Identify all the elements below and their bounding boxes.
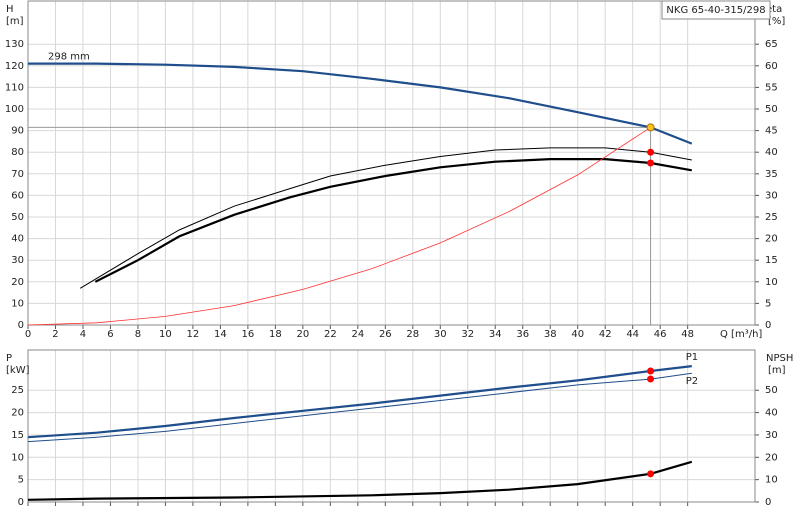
chart-title: NKG 65-40-315/298 [666,5,765,16]
y-tick-label: 20 [11,277,24,288]
x-tick-label: 40 [571,329,584,340]
y2-axis-label: NPSH [766,353,793,364]
y2-tick-label: 0 [765,320,771,331]
y-tick-label: 15 [11,430,24,441]
y2-tick-label: 20 [765,234,778,245]
y-tick-label: 10 [11,452,24,463]
curve [94,158,692,283]
duty-point [647,148,655,156]
y2-tick-label: 10 [765,277,778,288]
y-tick-label: 80 [11,147,24,158]
duty-point [647,367,655,375]
y-tick-label: 30 [11,255,24,266]
curve [27,460,693,501]
y2-tick-label: 30 [765,430,778,441]
y2-tick-label: 45 [765,126,778,137]
y2-axis-unit: [m] [768,365,786,376]
y-axis-unit: [m] [6,16,24,27]
y-tick-label: 120 [5,61,24,72]
y2-tick-label: 65 [765,39,778,50]
y-axis-unit: [kW] [6,365,30,376]
y-axis-label: H [6,4,14,15]
y2-tick-label: 60 [765,61,778,72]
x-tick-label: 16 [242,329,255,340]
y-tick-label: 70 [11,169,24,180]
duty-point [646,123,655,132]
curve [27,365,692,439]
x-axis-label: Q [m³/h] [720,329,762,340]
y2-tick-label: 20 [765,452,778,463]
y-tick-label: 50 [11,212,24,223]
y-tick-label: 20 [11,408,24,419]
duty-point [647,159,655,167]
x-tick-label: 2 [52,329,58,340]
x-tick-label: 38 [544,329,557,340]
curve [27,127,651,326]
x-tick-label: 14 [214,329,227,340]
y-tick-label: 40 [11,234,24,245]
x-tick-label: 22 [324,329,337,340]
y-tick-label: 25 [11,385,24,396]
x-tick-label: 36 [516,329,529,340]
y-tick-label: 110 [5,82,24,93]
y-axis-label: P [6,353,12,364]
y-tick-label: 0 [18,320,24,331]
y2-tick-label: 0 [765,497,771,508]
y2-tick-label: 40 [765,408,778,419]
y2-tick-label: 10 [765,475,778,486]
duty-point [647,470,655,478]
y2-tick-label: 40 [765,147,778,158]
y2-tick-label: 50 [765,104,778,115]
x-tick-label: 44 [626,329,639,340]
x-tick-label: 8 [135,329,141,340]
title-box [661,0,771,20]
y-tick-label: 5 [18,475,24,486]
x-tick-label: 48 [681,329,694,340]
y-tick-label: 100 [5,104,24,115]
duty-point [647,375,655,383]
y-tick-label: 90 [11,126,24,137]
plot-frame [27,0,756,326]
y-tick-label: 60 [11,190,24,201]
y2-axis-unit: [%] [768,16,785,27]
x-tick-label: 42 [599,329,612,340]
plot-frame [27,349,756,503]
curve [79,147,692,289]
x-tick-label: 0 [25,329,31,340]
x-tick-label: 28 [406,329,419,340]
x-tick-label: 30 [434,329,447,340]
y2-tick-label: 5 [765,298,771,309]
x-tick-label: 12 [187,329,200,340]
y-tick-label: 10 [11,298,24,309]
x-tick-label: 32 [461,329,474,340]
x-tick-label: 24 [351,329,364,340]
x-tick-label: 6 [107,329,113,340]
y2-axis-label: eta [766,4,782,15]
y-tick-label: 130 [5,39,24,50]
y2-tick-label: 30 [765,190,778,201]
x-tick-label: 46 [654,329,667,340]
series-label: P1 [686,352,698,363]
x-tick-label: 10 [159,329,172,340]
curve [28,62,693,145]
x-tick-label: 34 [489,329,502,340]
y-tick-label: 0 [18,497,24,508]
y2-tick-label: 15 [765,255,778,266]
y2-tick-label: 55 [765,82,778,93]
curve [27,372,692,443]
y2-tick-label: 25 [765,212,778,223]
series-label: P2 [686,376,698,387]
x-tick-label: 20 [296,329,309,340]
x-tick-label: 18 [269,329,282,340]
y2-tick-label: 50 [765,385,778,396]
x-tick-label: 26 [379,329,392,340]
x-tick-label: 4 [80,329,86,340]
curve-annotation: 298 mm [48,52,90,63]
y2-tick-label: 35 [765,169,778,180]
